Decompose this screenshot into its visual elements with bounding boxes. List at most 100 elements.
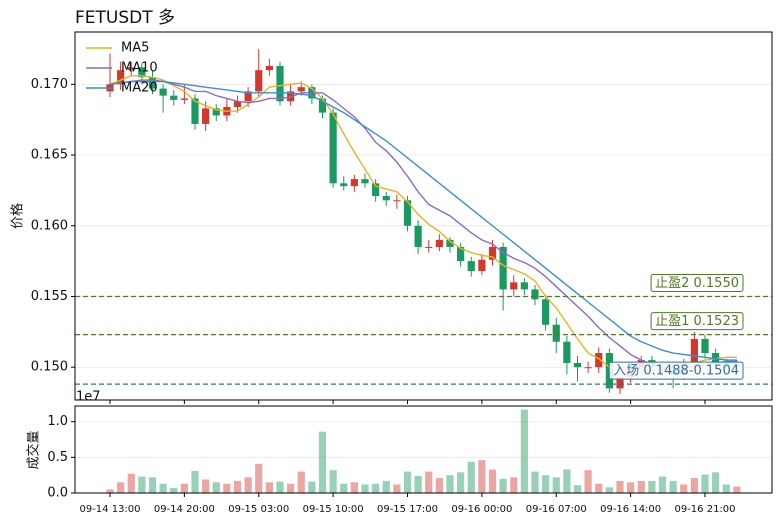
volume-bar: [701, 474, 709, 493]
level-label: 止盈1 0.1523: [655, 314, 739, 329]
volume-bar: [488, 469, 497, 493]
legend-label: MA5: [121, 41, 149, 56]
volume-bar: [531, 471, 539, 493]
candle-body: [329, 112, 337, 184]
y-tick-label: 0.155: [31, 289, 68, 304]
volume-bar: [478, 460, 486, 493]
level-label: 止盈2 0.1550: [655, 276, 739, 291]
x-tick-label: 09-15 10:00: [303, 504, 364, 515]
x-tick-label: 09-14 20:00: [154, 504, 215, 515]
level-label: 入场 0.1488-0.1504: [613, 364, 739, 379]
candle-body: [690, 338, 698, 363]
y-axis-label: 价格: [10, 203, 26, 229]
candle-body: [382, 196, 390, 201]
candle-body: [180, 98, 188, 100]
legend-label: MA20: [121, 81, 158, 96]
candle-body: [159, 88, 167, 96]
candle-body: [340, 183, 348, 187]
candle-body: [595, 353, 603, 368]
x-tick-label: 09-15 03:00: [228, 504, 289, 515]
candle-body: [425, 246, 433, 248]
volume-bar: [669, 480, 677, 493]
volume-bar: [627, 482, 635, 493]
candle-body: [552, 324, 560, 342]
legend-label: MA10: [121, 61, 158, 76]
volume-bar: [265, 482, 273, 493]
candle-body: [244, 91, 252, 102]
volume-bar: [393, 484, 401, 493]
x-tick-label: 09-16 14:00: [600, 504, 661, 515]
volume-bar: [552, 477, 560, 493]
volume-bar: [372, 483, 380, 493]
volume-bar: [435, 478, 443, 493]
volume-bar: [637, 480, 645, 493]
level-label-box: [650, 312, 744, 331]
volume-frame: [74, 405, 773, 494]
volume-bar: [690, 478, 698, 493]
x-tick-label: 09-16 07:00: [526, 504, 587, 515]
candle-body: [573, 362, 582, 368]
candle-body: [499, 246, 507, 290]
candle-body: [117, 70, 125, 85]
volume-bar: [223, 483, 231, 493]
candle-body: [414, 225, 422, 247]
volume-bar: [648, 480, 656, 493]
y-tick-label: 0.0: [47, 486, 68, 501]
volume-bar: [616, 480, 624, 493]
candle-body: [584, 367, 592, 369]
offset-label: 1e7: [76, 390, 101, 405]
level-label-box: [608, 361, 744, 380]
x-tick-label: 09-16 21:00: [674, 504, 735, 515]
volume-bar: [446, 475, 454, 493]
volume-bar: [425, 471, 433, 493]
volume-bar: [244, 477, 252, 493]
chart-title: FETUSDT 多: [75, 8, 175, 28]
volume-bar: [542, 475, 550, 493]
volume-bar: [255, 463, 263, 493]
candle-body: [510, 282, 518, 290]
y-tick-label: 1.0: [47, 414, 68, 429]
candle-body: [138, 67, 146, 78]
volume-bar: [340, 483, 348, 493]
y-tick-label: 0.160: [31, 218, 68, 233]
volume-bar: [712, 472, 720, 493]
candle-body: [233, 101, 242, 107]
volume-bar: [297, 471, 305, 493]
volume-bar: [722, 484, 730, 493]
candle-body: [616, 377, 624, 389]
volume-bar: [403, 471, 412, 493]
x-tick-label: 09-15 17:00: [377, 504, 438, 515]
level-label-box: [650, 273, 744, 292]
volume-bar: [605, 487, 613, 493]
candle-body: [191, 98, 199, 124]
candle-body: [372, 183, 380, 197]
candle-body: [531, 289, 539, 300]
candle-body: [701, 338, 709, 354]
volume-bar: [148, 477, 157, 493]
candle-body: [350, 179, 358, 187]
candle-body: [435, 239, 443, 247]
volume-bar: [159, 483, 167, 493]
candle-body: [520, 282, 528, 290]
candle-body: [403, 200, 412, 226]
y-tick-label: 0.150: [31, 360, 68, 375]
volume-bar: [563, 469, 571, 493]
candle-body: [393, 200, 401, 202]
candle-body: [712, 353, 720, 363]
volume-bar: [106, 489, 114, 493]
candle-body: [488, 246, 497, 260]
volume-bar: [191, 470, 199, 493]
volume-bar: [318, 431, 327, 493]
candle-body: [361, 179, 369, 184]
volume-bar: [733, 486, 741, 493]
volume-bar: [510, 477, 518, 493]
candle-body: [478, 259, 486, 272]
volume-bar: [180, 483, 188, 493]
candle-body: [265, 65, 273, 71]
candle-body: [202, 108, 210, 124]
volume-bar: [680, 484, 688, 493]
volume-bar: [202, 479, 210, 493]
candle-body: [457, 246, 465, 262]
volume-bar: [467, 461, 475, 493]
